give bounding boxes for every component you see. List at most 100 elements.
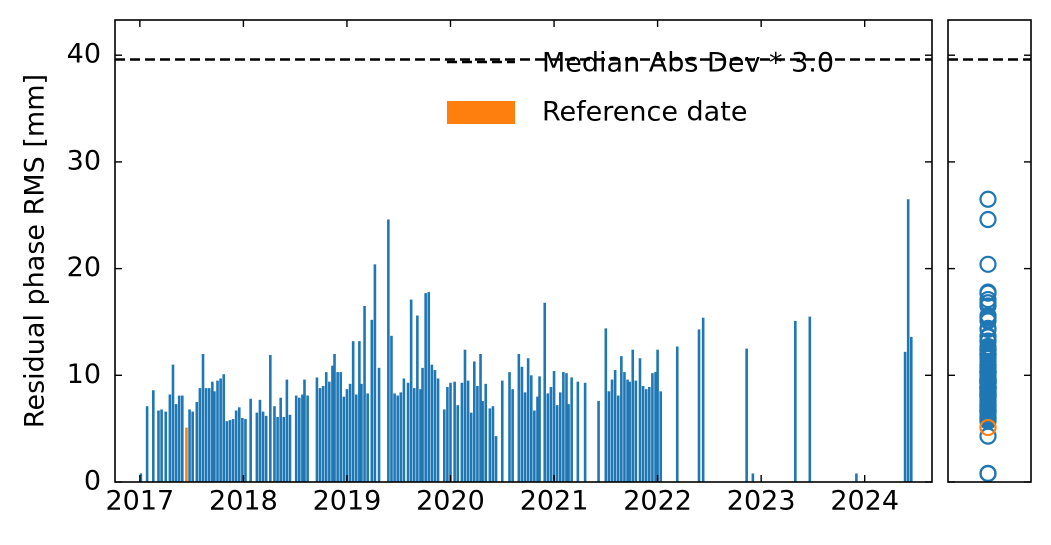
bar [168,394,172,482]
bar [303,379,306,482]
bar [456,405,460,482]
legend-label: Median Abs Dev * 3.0 [542,48,834,79]
bar [511,389,514,482]
bar [396,395,399,482]
bar [377,367,381,482]
bar [237,407,241,482]
bar [641,385,645,482]
y-tick-label: 40 [67,39,101,70]
bar [177,395,181,482]
side-point [979,372,997,390]
bar [360,383,363,482]
bar [321,385,325,482]
bar [249,398,252,482]
bar [258,399,262,482]
bar [491,406,495,482]
y-tick-label: 0 [84,466,101,497]
bar [565,373,568,482]
bar [570,377,573,482]
bar [909,336,913,482]
bar [903,351,907,482]
x-tick-label: 2021 [520,486,589,517]
bar [479,353,482,482]
y-tick-label: 10 [67,359,101,390]
x-tick-label: 2018 [209,486,278,517]
bar [567,404,570,482]
bar [285,379,289,482]
side-point [979,190,997,208]
bar [412,388,416,482]
bar [195,401,199,482]
bar [697,329,701,482]
bar [604,328,608,482]
bar [538,376,541,482]
bar [145,406,149,482]
bar [213,391,216,482]
bar [430,364,434,482]
bar [399,392,403,482]
bar [228,420,232,482]
bar [294,395,298,482]
side-point [979,255,997,273]
bar [597,400,600,482]
bar [481,400,484,482]
y-tick-label: 20 [67,252,101,283]
bar [508,372,511,482]
bar [279,397,282,482]
bar [520,366,524,482]
bar [616,395,620,482]
bar [427,292,431,482]
bar [449,382,452,482]
bar [494,436,498,482]
bar [348,383,352,482]
bar [552,371,556,482]
bar [421,367,424,482]
bar [536,396,539,482]
bar [139,473,143,482]
bar [171,364,175,482]
legend-label: Reference date [542,97,747,128]
bar [234,410,238,482]
bar [231,419,235,482]
bar [620,356,623,482]
bar [424,293,427,482]
y-axis-label: Residual phase RMS [mm] [20,74,51,428]
bar [339,372,343,482]
bar [264,415,268,482]
bar [453,381,456,482]
x-tick-label: 2023 [727,486,796,517]
bar [393,393,396,482]
bar [269,355,272,482]
bar [225,421,229,482]
bar [164,411,168,482]
bar [152,390,155,482]
bar [345,389,349,482]
bar [610,379,614,482]
bar [562,372,565,482]
bar [626,379,629,482]
bar [473,361,476,482]
bar [701,317,705,482]
bar [476,385,479,482]
bar [644,389,648,482]
side-point [979,210,997,229]
bar [526,358,530,482]
bar [460,382,464,482]
bar [488,408,492,482]
bar [354,394,358,482]
bar [315,377,319,482]
bar [241,417,244,482]
bar [607,391,611,482]
bar [546,393,550,482]
bar [198,388,202,482]
bar [549,387,553,482]
bar [255,412,259,482]
side-point [979,427,997,445]
bar [276,416,279,482]
bar [222,374,226,482]
side-point [979,382,997,400]
x-tick-label: 2019 [313,486,382,517]
side-point [979,320,997,339]
legend-reference-swatch [447,101,515,124]
